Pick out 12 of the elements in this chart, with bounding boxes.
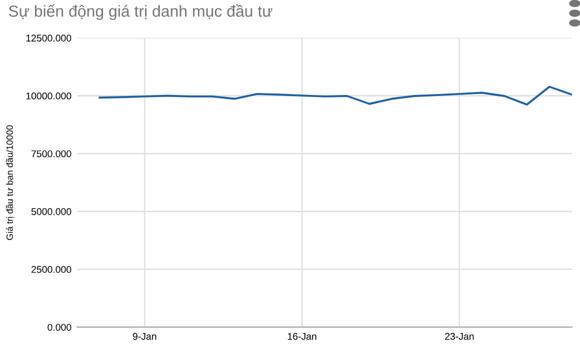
line-series: [98, 86, 572, 106]
x-tick-label: 23-Jan: [445, 332, 474, 340]
y-tick-label: 2500.000: [32, 266, 72, 273]
y-tick-label: 12500.000: [26, 34, 72, 42]
x-tick-label: 16-Jan: [288, 332, 316, 340]
y-tick-label: 7500.000: [32, 150, 72, 158]
x-tick-label: 9-Jan: [132, 332, 156, 340]
y-tick-label: 10000.000: [26, 92, 72, 100]
y-tick-label: 0.000: [48, 324, 72, 331]
y-axis-title: Giá trị đầu tư ban đầu/10000: [6, 125, 14, 240]
chart-title: Sự biến động giá trị danh mục đầu tư: [8, 4, 272, 20]
y-tick-label: 5000.000: [31, 208, 72, 216]
